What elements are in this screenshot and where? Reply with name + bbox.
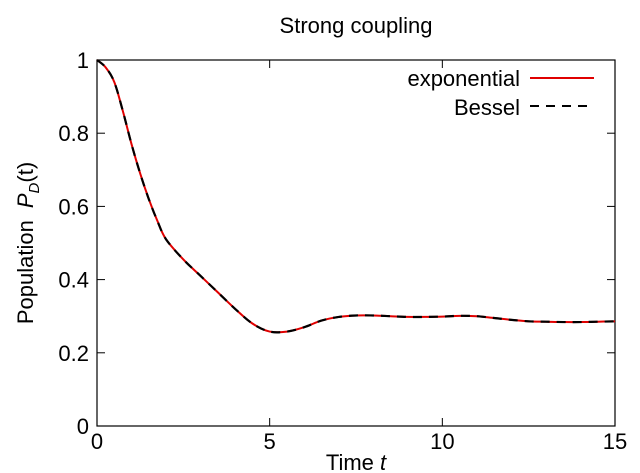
y-tick-label: 0.6 bbox=[58, 194, 89, 219]
plot-area: 0 5 10 15 0 0.2 0.4 0.6 0.8 1 bbox=[58, 48, 627, 454]
legend: exponential Bessel bbox=[407, 66, 594, 120]
plot-frame bbox=[96, 59, 616, 427]
y-axis-label-var: P bbox=[13, 193, 38, 208]
x-tick-label: 15 bbox=[603, 429, 627, 454]
y-axis: 0 0.2 0.4 0.6 0.8 1 bbox=[58, 48, 615, 439]
x-axis-label-var: t bbox=[380, 450, 387, 473]
series-line-exponential bbox=[96, 59, 616, 334]
y-tick-label: 0.8 bbox=[58, 121, 89, 146]
y-tick-label: 0 bbox=[77, 414, 89, 439]
y-tick-label: 0.4 bbox=[58, 268, 89, 293]
x-tick-label: 0 bbox=[91, 429, 103, 454]
legend-label-exponential: exponential bbox=[407, 66, 520, 91]
series-lines bbox=[96, 59, 616, 334]
y-tick-label: 0.2 bbox=[58, 341, 89, 366]
legend-label-bessel: Bessel bbox=[454, 95, 520, 120]
y-tick-label: 1 bbox=[77, 48, 89, 73]
x-tick-label: 5 bbox=[264, 429, 276, 454]
y-axis-label-text: Population bbox=[13, 220, 38, 324]
y-axis-label-sub: D bbox=[26, 182, 43, 193]
chart-title: Strong coupling bbox=[280, 13, 433, 38]
x-axis-label: Time t bbox=[326, 450, 387, 473]
y-axis-label-arg: (t) bbox=[13, 162, 38, 183]
y-axis-label: Population PD(t) bbox=[13, 162, 43, 324]
series-line-bessel bbox=[96, 59, 616, 334]
x-axis-label-text: Time bbox=[326, 450, 374, 473]
x-tick-label: 10 bbox=[430, 429, 454, 454]
x-axis: 0 5 10 15 bbox=[91, 60, 627, 454]
